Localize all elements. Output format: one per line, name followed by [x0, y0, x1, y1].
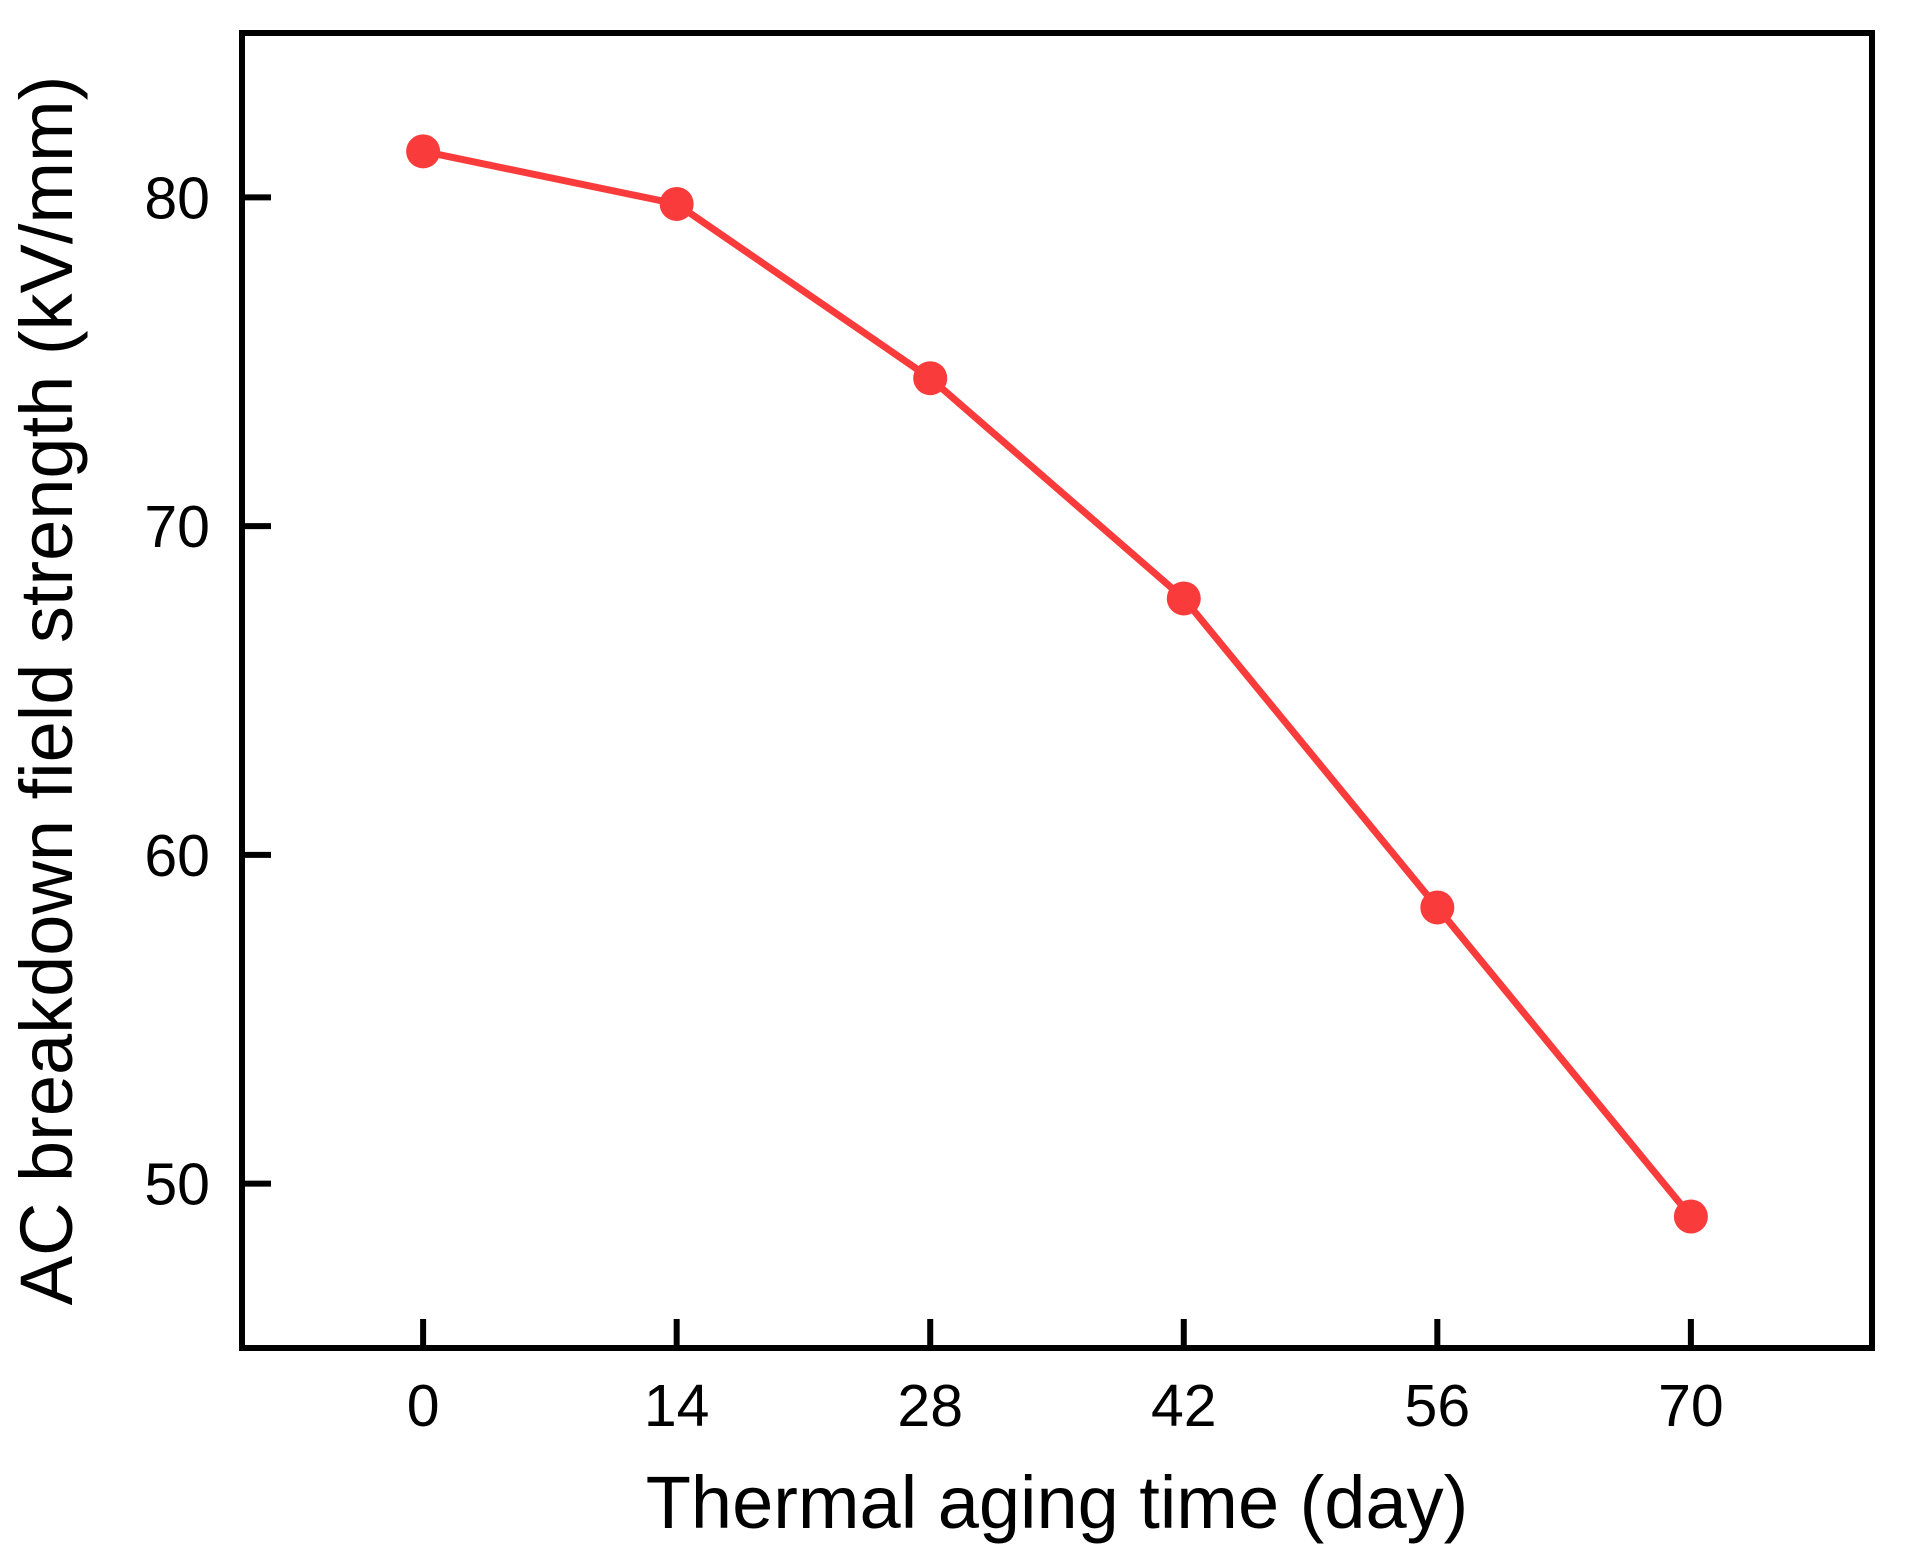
y-tick-label: 50 [144, 1152, 210, 1218]
y-tick-label: 60 [144, 823, 210, 889]
x-tick-label: 28 [897, 1373, 963, 1439]
x-tick-label: 0 [407, 1373, 440, 1439]
data-line [419, 147, 1695, 1220]
x-tick-label: 14 [644, 1373, 710, 1439]
y-tick-label: 70 [144, 494, 210, 560]
y-tick-label: 80 [144, 165, 210, 231]
data-point [1673, 1199, 1708, 1234]
plot-spines [239, 30, 1875, 1351]
data-point [913, 361, 948, 396]
y-axis-title: AC breakdown field strength (kV/mm) [5, 76, 88, 1306]
data-point [659, 186, 694, 221]
x-tick-label: 56 [1405, 1373, 1471, 1439]
data-point [1420, 890, 1455, 925]
data-point [1166, 581, 1201, 616]
x-tick-label: 42 [1151, 1373, 1217, 1439]
data-point [406, 134, 441, 169]
x-axis-title: Thermal aging time (day) [646, 1461, 1469, 1544]
x-tick-label: 70 [1658, 1373, 1724, 1439]
